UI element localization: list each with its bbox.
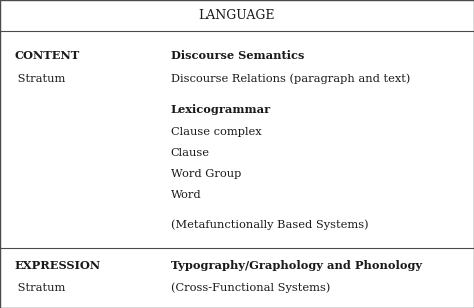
Text: Stratum: Stratum [14,283,65,293]
Text: Discourse Relations (paragraph and text): Discourse Relations (paragraph and text) [171,73,410,84]
Text: CONTENT: CONTENT [14,50,80,61]
Text: Clause: Clause [171,148,210,158]
Text: Stratum: Stratum [14,74,65,83]
Text: Typography/Graphology and Phonology: Typography/Graphology and Phonology [171,260,422,271]
Text: Discourse Semantics: Discourse Semantics [171,50,304,61]
Text: Word: Word [171,190,201,200]
Text: Lexicogrammar: Lexicogrammar [171,104,271,115]
Text: Word Group: Word Group [171,169,241,179]
Text: EXPRESSION: EXPRESSION [14,260,100,271]
Text: (Cross-Functional Systems): (Cross-Functional Systems) [171,283,330,293]
Text: LANGUAGE: LANGUAGE [199,9,275,22]
Text: Clause complex: Clause complex [171,127,261,137]
Text: (Metafunctionally Based Systems): (Metafunctionally Based Systems) [171,220,368,230]
